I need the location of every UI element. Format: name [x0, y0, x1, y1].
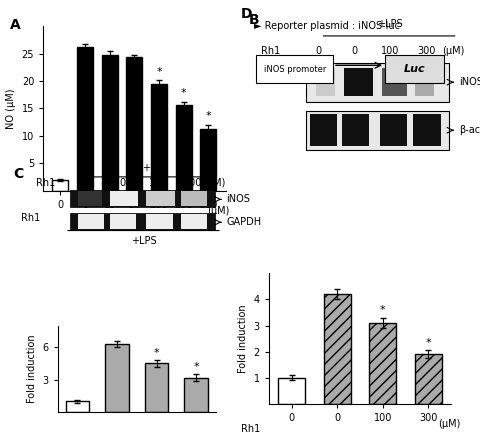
Text: +LPS: +LPS: [142, 163, 168, 173]
Text: +LPS: +LPS: [377, 19, 403, 29]
Bar: [385, 55, 444, 83]
Text: (μM): (μM): [203, 178, 225, 188]
Bar: [278, 378, 305, 404]
Text: Rh1: Rh1: [21, 213, 41, 223]
Bar: [52, 180, 69, 191]
Text: ► Reporter plasmid : iNOS-luc: ► Reporter plasmid : iNOS-luc: [254, 21, 400, 31]
Bar: [126, 57, 143, 191]
Text: iNOS: iNOS: [459, 77, 480, 87]
Text: A: A: [11, 18, 21, 32]
Bar: [78, 214, 104, 230]
Text: +LPS: +LPS: [131, 236, 156, 246]
Text: Rh1: Rh1: [36, 178, 55, 188]
Bar: [110, 214, 136, 230]
Bar: [70, 213, 215, 230]
Text: *: *: [181, 88, 187, 98]
Bar: [369, 323, 396, 404]
Text: 0: 0: [83, 178, 89, 188]
Bar: [78, 191, 102, 207]
Text: 300: 300: [184, 178, 202, 188]
Text: (μM): (μM): [438, 419, 460, 429]
Text: Rh1: Rh1: [241, 424, 261, 434]
Text: 100: 100: [149, 178, 168, 188]
Bar: [181, 191, 207, 207]
Bar: [306, 111, 449, 150]
Bar: [310, 114, 337, 146]
Bar: [151, 84, 167, 191]
Y-axis label: Fold induction: Fold induction: [27, 335, 37, 403]
Bar: [344, 68, 373, 96]
Text: D: D: [240, 7, 252, 21]
Text: (μM): (μM): [442, 46, 464, 56]
Y-axis label: Fold induction: Fold induction: [238, 304, 248, 373]
Bar: [70, 190, 215, 207]
Bar: [200, 129, 216, 191]
Text: C: C: [13, 168, 24, 181]
Bar: [380, 114, 407, 146]
Text: 0: 0: [351, 46, 357, 56]
Text: β-actin: β-actin: [459, 125, 480, 135]
Bar: [256, 55, 333, 83]
Text: (μM): (μM): [207, 206, 229, 216]
Text: Luc: Luc: [404, 64, 425, 74]
Text: *: *: [205, 111, 211, 121]
Text: iNOS: iNOS: [226, 194, 250, 204]
Bar: [181, 214, 207, 230]
Bar: [316, 68, 335, 96]
Bar: [65, 401, 89, 412]
Bar: [77, 47, 93, 191]
Text: *: *: [426, 338, 431, 348]
Bar: [324, 294, 351, 404]
Bar: [146, 191, 175, 207]
Bar: [342, 114, 369, 146]
Bar: [413, 114, 441, 146]
Bar: [105, 344, 129, 412]
Text: Rh1: Rh1: [261, 46, 281, 56]
Bar: [382, 68, 407, 96]
Bar: [415, 354, 442, 404]
Text: 300: 300: [417, 46, 435, 56]
Text: *: *: [156, 66, 162, 77]
Text: 100: 100: [381, 46, 399, 56]
Bar: [145, 364, 168, 412]
Text: *: *: [380, 305, 385, 315]
Bar: [184, 378, 208, 412]
Bar: [176, 105, 192, 191]
Text: *: *: [193, 362, 199, 372]
Text: B: B: [249, 13, 259, 27]
Text: GAPDH: GAPDH: [226, 217, 261, 227]
Bar: [110, 191, 138, 207]
Text: iNOS promoter: iNOS promoter: [264, 65, 326, 74]
Bar: [416, 68, 434, 96]
Y-axis label: NO (μM): NO (μM): [6, 88, 16, 129]
Text: *: *: [154, 348, 159, 358]
Text: 0: 0: [315, 46, 322, 56]
Bar: [306, 62, 449, 102]
Bar: [146, 214, 173, 230]
Text: 0: 0: [119, 178, 125, 188]
Bar: [102, 55, 118, 191]
